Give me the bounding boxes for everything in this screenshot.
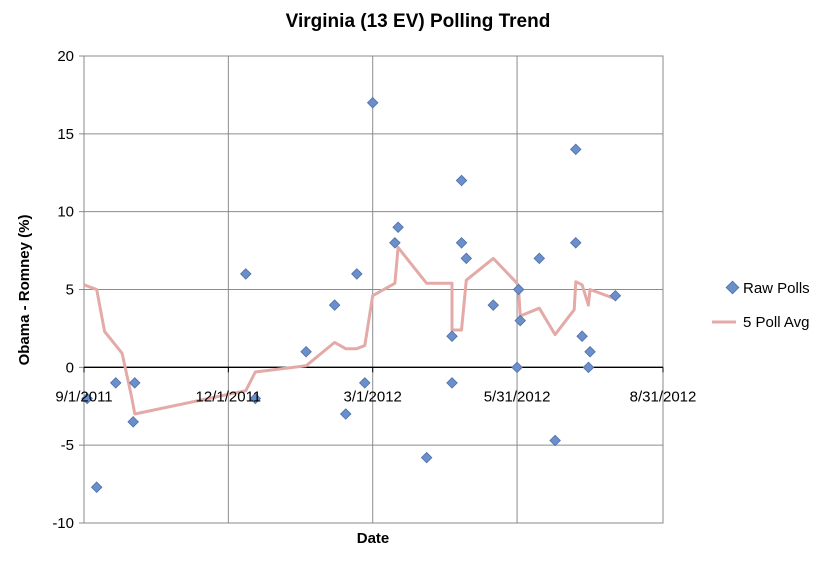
chart-title: Virginia (13 EV) Polling Trend xyxy=(286,11,551,32)
legend-label-raw-polls: Raw Polls xyxy=(743,280,810,297)
legend-label-5-poll-avg: 5 Poll Avg xyxy=(743,314,809,331)
raw-poll-point xyxy=(514,314,526,327)
raw-poll-point xyxy=(455,174,468,187)
raw-poll-point xyxy=(576,330,588,342)
y-axis-title: Obama - Romney (%) xyxy=(16,215,33,366)
raw-poll-point xyxy=(359,377,371,389)
x-axis-title: Date xyxy=(357,530,390,547)
raw-poll-point xyxy=(128,377,141,389)
x-tick-label: 9/1/2011 xyxy=(55,388,112,405)
raw-poll-point xyxy=(90,481,103,493)
raw-poll-point xyxy=(569,143,582,156)
raw-poll-point xyxy=(549,434,561,447)
raw-poll-point xyxy=(582,361,595,374)
raw-poll-point xyxy=(81,392,93,405)
y-tick-label: 0 xyxy=(66,359,74,376)
legend-marker-raw-polls xyxy=(725,280,740,295)
raw-poll-point xyxy=(351,268,363,280)
raw-poll-point xyxy=(511,361,523,374)
raw-poll-point xyxy=(339,408,352,420)
axes xyxy=(79,55,664,524)
x-tick-label: 3/1/2012 xyxy=(344,388,402,405)
y-tick-label: 15 xyxy=(57,126,74,143)
raw-poll-point xyxy=(127,416,139,428)
raw-poll-point xyxy=(512,283,525,296)
raw-poll-point xyxy=(569,237,582,249)
y-tick-label: 5 xyxy=(66,282,74,299)
avg-line-layer xyxy=(83,246,616,416)
raw-poll-point xyxy=(609,289,622,302)
raw-poll-point xyxy=(300,346,312,358)
raw-poll-point xyxy=(455,237,468,249)
raw-poll-point xyxy=(328,299,341,311)
legend: Raw Polls 5 Poll Avg xyxy=(712,280,810,331)
raw-poll-point xyxy=(446,377,458,389)
raw-poll-point xyxy=(420,451,433,464)
raw-poll-point xyxy=(249,392,262,405)
y-tick-label: -5 xyxy=(61,437,74,454)
raw-poll-point xyxy=(392,221,404,233)
raw-poll-point xyxy=(240,268,252,280)
y-tick-label: -10 xyxy=(52,515,74,532)
raw-poll-point xyxy=(389,237,401,249)
tick-labels: -10 -5 0 5 10 15 20 9/1/2011 12/1/2011 3/1/2012 5/… xyxy=(52,48,696,532)
raw-poll-point xyxy=(460,252,473,265)
raw-poll-point xyxy=(487,299,500,311)
raw-poll-point xyxy=(366,96,379,109)
avg-line xyxy=(83,246,616,416)
raw-poll-point xyxy=(584,346,596,358)
x-tick-label: 5/31/2012 xyxy=(484,388,551,405)
y-tick-label: 10 xyxy=(57,204,74,221)
x-tick-label: 12/1/2011 xyxy=(196,388,262,405)
x-tick-label: 8/31/2012 xyxy=(630,388,697,405)
raw-poll-point xyxy=(446,330,458,342)
raw-poll-point xyxy=(109,377,122,389)
raw-polls-layer xyxy=(81,96,622,493)
y-tick-label: 20 xyxy=(57,48,74,65)
raw-poll-point xyxy=(533,252,546,265)
